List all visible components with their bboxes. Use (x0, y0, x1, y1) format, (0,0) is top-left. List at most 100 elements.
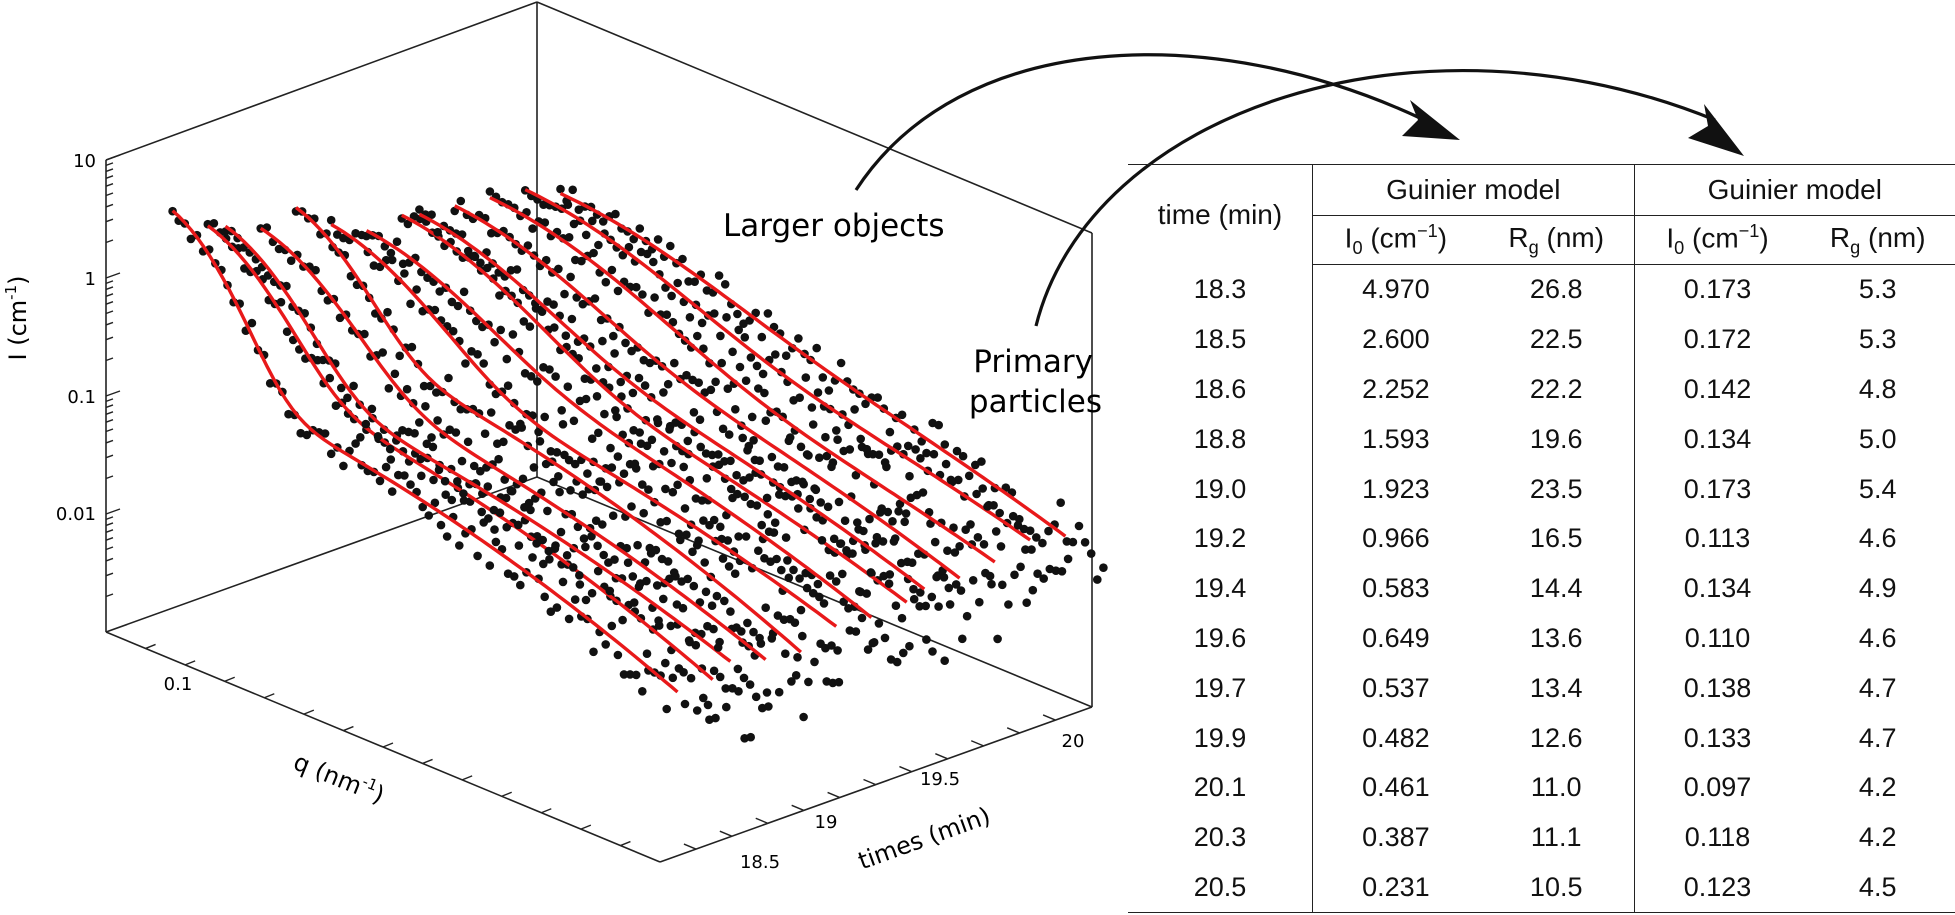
data-point (496, 325, 506, 335)
time-axis (683, 714, 1056, 850)
data-point (940, 656, 949, 665)
data-point (601, 277, 611, 287)
data-point (891, 601, 901, 610)
data-point (394, 470, 403, 480)
data-point (339, 461, 348, 471)
data-point (406, 480, 415, 489)
data-point (383, 307, 392, 317)
table-row: 20.5 0.231 10.5 0.123 4.5 (1128, 862, 1955, 914)
data-point (861, 399, 870, 409)
annotation-larger-objects: Larger objects (723, 208, 945, 244)
data-point (605, 586, 615, 596)
data-point (567, 314, 577, 324)
y-axis-label: I (cm-1) (2, 276, 32, 361)
curve-group (291, 206, 844, 688)
y-minor-tick (105, 336, 114, 341)
y-minor-tick (105, 404, 114, 409)
data-point (1068, 537, 1078, 547)
data-point (868, 638, 878, 648)
data-point (590, 294, 600, 303)
data-point (699, 693, 708, 703)
data-point (276, 297, 286, 307)
data-point (509, 572, 519, 581)
data-point (642, 649, 652, 658)
table-cell: 0.134 (1633, 563, 1801, 614)
table-cell: 0.110 (1633, 613, 1801, 664)
data-point (993, 634, 1002, 644)
fit-curve (206, 224, 714, 681)
data-point (528, 553, 537, 562)
header-i0-primary: I0 (cm−1) (1633, 215, 1801, 265)
data-point (375, 476, 385, 486)
y-minor-tick (105, 175, 114, 179)
time-tick (755, 817, 769, 824)
time-tick-label: 20 (1062, 731, 1085, 752)
data-point (700, 558, 709, 567)
data-point (723, 536, 733, 545)
data-point (845, 445, 855, 454)
table-row: 20.3 0.387 11.1 0.118 4.2 (1128, 812, 1955, 863)
data-point (433, 227, 443, 237)
data-point (832, 426, 841, 435)
data-point (416, 454, 426, 464)
data-point (979, 540, 989, 549)
data-point (697, 496, 707, 505)
data-point (821, 432, 830, 442)
data-point (769, 528, 779, 537)
data-point (600, 409, 609, 419)
data-point (632, 282, 641, 292)
data-point (593, 541, 602, 551)
data-point (752, 361, 762, 371)
arrow-primary-particles (1034, 69, 1716, 327)
table-cell: 4.6 (1858, 523, 1897, 554)
data-point (950, 548, 960, 557)
data-point (384, 384, 394, 393)
data-point (743, 446, 752, 455)
data-point (581, 230, 591, 240)
data-point (678, 254, 687, 264)
data-point (516, 419, 525, 429)
data-point (745, 316, 754, 325)
data-point (755, 456, 764, 466)
data-point (985, 571, 995, 581)
data-point (415, 205, 424, 214)
data-point (755, 633, 764, 643)
table-cell: 0.142 (1633, 364, 1801, 415)
data-point (424, 511, 434, 520)
data-point (930, 537, 940, 547)
data-point (608, 511, 618, 520)
data-point (757, 332, 767, 342)
table-row: 18.8 1.593 19.6 0.134 5.0 (1128, 414, 1955, 465)
y-minor-tick (105, 218, 114, 223)
data-point (691, 640, 701, 650)
data-point (653, 415, 662, 424)
data-point (570, 595, 580, 604)
data-point (817, 536, 827, 545)
data-point (406, 299, 415, 309)
table-row: 19.0 1.923 23.5 0.173 5.4 (1128, 464, 1955, 514)
table-cell: 0.113 (1633, 513, 1801, 564)
data-point (326, 449, 336, 459)
data-point (781, 649, 790, 658)
data-point (407, 342, 417, 352)
data-point (650, 293, 659, 302)
data-point (838, 569, 847, 579)
time-tick (719, 830, 733, 837)
data-point (638, 480, 647, 489)
data-point (367, 404, 377, 414)
data-point (741, 376, 751, 386)
data-point (444, 373, 453, 383)
q-tick (461, 775, 473, 781)
data-point (774, 687, 784, 697)
data-point (390, 369, 400, 379)
data-point (709, 624, 718, 634)
table-cell: 18.8 (1193, 423, 1247, 454)
table-row: 20.1 0.461 11.0 0.097 4.2 (1128, 762, 1955, 813)
table-cell: 19.0 (1193, 473, 1247, 504)
data-point (717, 358, 726, 368)
curve-group (485, 187, 1038, 609)
y-minor-tick (105, 593, 114, 598)
data-point (883, 507, 893, 517)
data-point (679, 462, 688, 472)
table-cell: 4.7 (1858, 722, 1897, 753)
